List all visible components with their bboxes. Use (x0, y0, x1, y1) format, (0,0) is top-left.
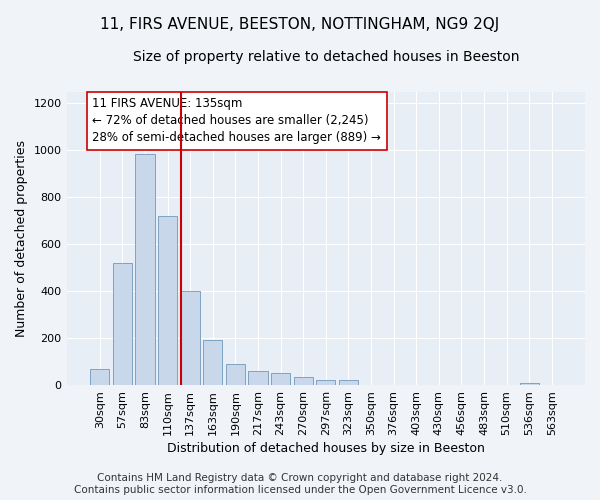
Text: 11, FIRS AVENUE, BEESTON, NOTTINGHAM, NG9 2QJ: 11, FIRS AVENUE, BEESTON, NOTTINGHAM, NG… (100, 18, 500, 32)
Bar (113, 263, 132, 385)
Text: 11 FIRS AVENUE: 135sqm
← 72% of detached houses are smaller (2,245)
28% of semi-: 11 FIRS AVENUE: 135sqm ← 72% of detached… (92, 98, 382, 144)
Bar (181, 291, 200, 385)
Bar (520, 382, 539, 385)
Bar (316, 380, 335, 385)
Bar (226, 364, 245, 385)
Bar (293, 377, 313, 385)
Title: Size of property relative to detached houses in Beeston: Size of property relative to detached ho… (133, 50, 519, 64)
Bar (248, 371, 268, 385)
Bar (271, 374, 290, 385)
Text: Contains HM Land Registry data © Crown copyright and database right 2024.
Contai: Contains HM Land Registry data © Crown c… (74, 474, 526, 495)
X-axis label: Distribution of detached houses by size in Beeston: Distribution of detached houses by size … (167, 442, 485, 455)
Bar (90, 368, 109, 385)
Bar (203, 340, 223, 385)
Bar (158, 216, 177, 385)
Bar (136, 154, 155, 385)
Y-axis label: Number of detached properties: Number of detached properties (15, 140, 28, 337)
Bar (339, 380, 358, 385)
